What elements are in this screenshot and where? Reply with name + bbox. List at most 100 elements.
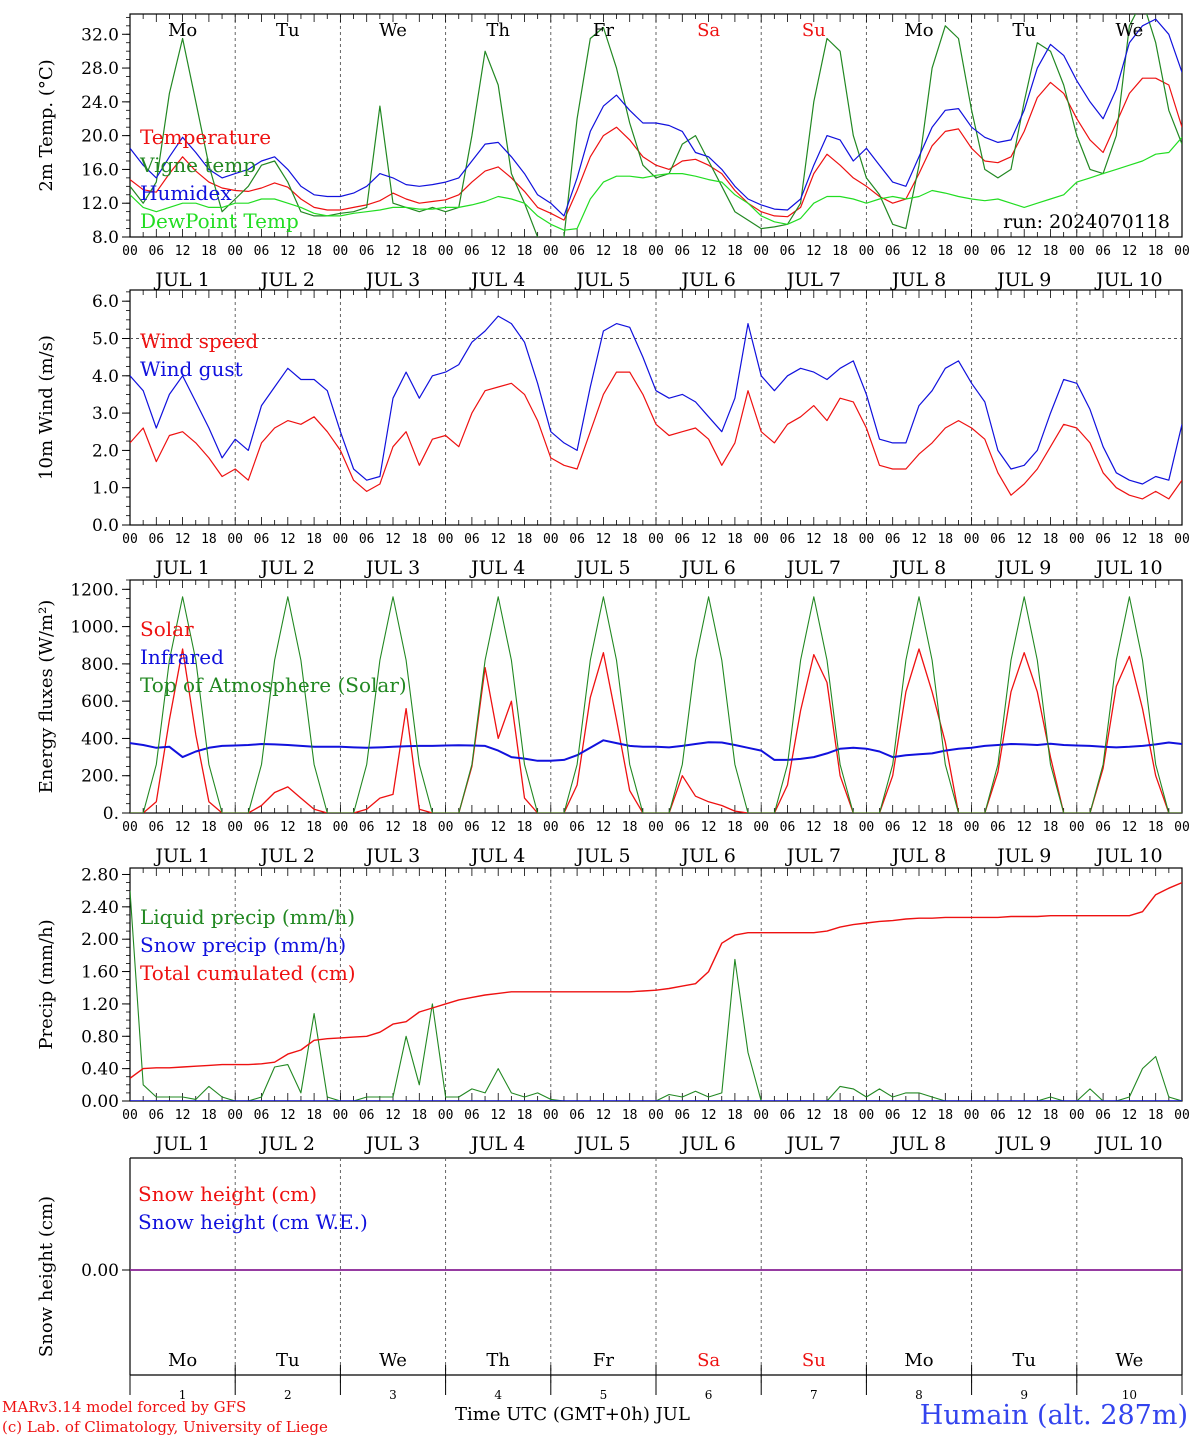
legend-entry: Snow height (cm W.E.) <box>138 1210 368 1234</box>
weekday-label: Mo <box>904 1350 933 1371</box>
legend-entry: Temperature <box>140 125 271 149</box>
hour-tick-label: 12 <box>280 820 296 835</box>
date-label: JUL 6 <box>679 269 735 291</box>
hour-tick-label: 06 <box>990 532 1006 547</box>
hour-tick-label: 12 <box>596 532 612 547</box>
date-label: JUL 4 <box>469 557 525 579</box>
date-label: JUL 9 <box>995 1133 1051 1155</box>
date-label: JUL 10 <box>1094 269 1162 291</box>
hour-tick-label: 00 <box>859 532 875 547</box>
y-tick-label: 1.0 <box>92 479 119 499</box>
date-label: JUL 5 <box>574 845 630 867</box>
hour-tick-label: 06 <box>254 1108 270 1123</box>
hour-tick-label: 18 <box>832 1108 848 1123</box>
hour-tick-label: 12 <box>596 1108 612 1123</box>
date-label: JUL 4 <box>469 269 525 291</box>
weekday-label: We <box>1116 20 1144 41</box>
date-label: JUL 4 <box>469 1133 525 1155</box>
series-line-infrared <box>130 739 1182 762</box>
weekday-label: Fr <box>593 1350 614 1371</box>
date-label: JUL 7 <box>785 1133 841 1155</box>
date-label: JUL 5 <box>574 1133 630 1155</box>
hour-tick-label: 06 <box>464 532 480 547</box>
hour-tick-label: 06 <box>674 532 690 547</box>
hour-tick-label: 00 <box>753 1108 769 1123</box>
date-label: JUL 2 <box>259 557 315 579</box>
copyright-credit: (c) Lab. of Climatology, University of L… <box>2 1418 328 1436</box>
hour-tick-label: 12 <box>911 532 927 547</box>
hour-tick-label: 18 <box>727 532 743 547</box>
hour-tick-label: 18 <box>201 1108 217 1123</box>
hour-tick-label: 06 <box>464 244 480 259</box>
hour-tick-label: 18 <box>1043 532 1059 547</box>
hour-tick-label: 06 <box>254 820 270 835</box>
y-axis-label: Snow height (cm) <box>36 1196 57 1357</box>
date-label: JUL 7 <box>785 269 841 291</box>
y-tick-label: 28.0 <box>81 59 119 79</box>
hour-tick-label: 00 <box>1174 1108 1190 1123</box>
hour-tick-label: 12 <box>1122 1108 1138 1123</box>
hour-tick-label: 00 <box>333 244 349 259</box>
weekday-label: Tu <box>276 1350 300 1371</box>
plot-area <box>130 315 1182 500</box>
date-label: JUL 8 <box>890 1133 946 1155</box>
hour-tick-label: 12 <box>175 244 191 259</box>
hour-tick-label: 06 <box>1095 820 1111 835</box>
date-label: JUL 6 <box>679 845 735 867</box>
day-number-label: 5 <box>600 1388 608 1402</box>
hour-tick-label: 18 <box>306 532 322 547</box>
hour-tick-label: 18 <box>727 244 743 259</box>
date-label: JUL 10 <box>1094 557 1162 579</box>
day-number-label: 3 <box>389 1388 397 1402</box>
hour-tick-label: 00 <box>1069 820 1085 835</box>
day-number-label: 10 <box>1122 1388 1137 1402</box>
date-label: JUL 8 <box>890 557 946 579</box>
hour-tick-label: 00 <box>543 532 559 547</box>
weekday-label: Tu <box>276 20 300 41</box>
hour-tick-label: 12 <box>490 244 506 259</box>
hour-tick-label: 18 <box>937 532 953 547</box>
hour-tick-label: 00 <box>964 532 980 547</box>
hour-tick-label: 18 <box>832 820 848 835</box>
hour-tick-label: 12 <box>911 1108 927 1123</box>
hour-tick-label: 12 <box>911 820 927 835</box>
y-tick-label: 1.20 <box>81 995 119 1015</box>
hour-tick-label: 18 <box>201 532 217 547</box>
hour-tick-label: 06 <box>464 820 480 835</box>
hour-tick-label: 18 <box>1043 820 1059 835</box>
date-label: JUL 2 <box>259 1133 315 1155</box>
hour-tick-label: 00 <box>438 1108 454 1123</box>
hour-tick-label: 18 <box>306 1108 322 1123</box>
date-label: JUL 7 <box>785 557 841 579</box>
legend-entry: Humidex <box>140 181 232 205</box>
hour-tick-label: 06 <box>569 820 585 835</box>
weekday-label: Mo <box>904 20 933 41</box>
weekday-label: Th <box>486 1350 510 1371</box>
hour-tick-label: 06 <box>990 1108 1006 1123</box>
series-line-vigne-temp <box>130 14 1182 237</box>
weekday-label: Th <box>486 20 510 41</box>
weekday-label: Sa <box>697 20 720 41</box>
y-tick-label: 1200. <box>70 580 119 600</box>
hour-tick-label: 12 <box>806 244 822 259</box>
date-label: JUL 8 <box>890 845 946 867</box>
hour-tick-label: 00 <box>438 820 454 835</box>
hour-tick-label: 06 <box>569 244 585 259</box>
hour-tick-label: 06 <box>1095 532 1111 547</box>
hour-tick-label: 18 <box>832 244 848 259</box>
series-line-humidex <box>130 18 1182 217</box>
panel-2: 0.0 1.0 2.0 3.0 4.0 5.0 6.0 10m Wind (m/s) Wind … <box>36 289 1183 536</box>
hour-tick-label: 00 <box>333 532 349 547</box>
y-tick-label: 32.0 <box>81 25 119 45</box>
hour-tick-label: 12 <box>806 1108 822 1123</box>
series-line-wind-gust <box>130 315 1182 485</box>
y-tick-label: 1000. <box>70 618 119 638</box>
hour-tick-label: 12 <box>596 244 612 259</box>
y-tick-label: 0.00 <box>81 1261 119 1281</box>
y-axis-label: Precip (mm/h) <box>36 919 57 1049</box>
y-tick-label: 0.00 <box>81 1092 119 1112</box>
weekday-label: We <box>379 1350 407 1371</box>
date-label: JUL 7 <box>785 845 841 867</box>
y-tick-label: 1.60 <box>81 963 119 983</box>
